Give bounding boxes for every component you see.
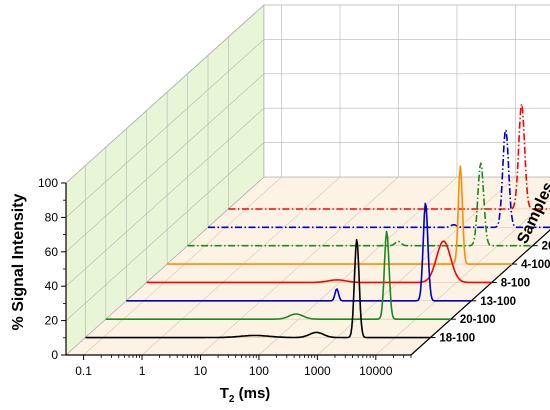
x-axis-title-sub: 2 xyxy=(229,394,235,405)
series-line-8-50 xyxy=(228,103,550,210)
sample-label-20-100: 20-100 xyxy=(460,314,496,326)
series-group xyxy=(85,103,550,339)
grid-line-wall-horizontal xyxy=(65,176,265,356)
x-tick-label: 10 xyxy=(194,364,208,378)
y-tick-label: 0 xyxy=(51,348,58,362)
sample-label-13-100: 13-100 xyxy=(480,296,516,308)
y-tick-label: 60 xyxy=(45,245,59,259)
sample-label-18-100: 18-100 xyxy=(439,333,475,345)
y-tick-label: 40 xyxy=(45,279,59,293)
y-tick-label: 80 xyxy=(45,210,59,224)
y-axis-title: % Signal Intensity xyxy=(10,193,27,330)
x-tick-label: 0.1 xyxy=(75,364,92,378)
grid-line-wall-horizontal xyxy=(65,39,265,218)
x-tick-label: 100 xyxy=(249,364,269,378)
grid-line-wall-horizontal xyxy=(65,142,265,321)
x-axis-title: T2 (ms) xyxy=(220,385,271,405)
y-tick-label: 100 xyxy=(38,176,58,190)
z-axis-line xyxy=(410,229,550,356)
sample-label-8-100: 8-100 xyxy=(501,277,530,289)
x-tick-label: 1000 xyxy=(304,364,331,378)
y-tick-label: 20 xyxy=(45,314,59,328)
sample-label-20-50: 20-50 xyxy=(542,241,550,253)
x-tick-label: 1 xyxy=(139,364,146,378)
y-ticks: 0 20 40 60 80 100 xyxy=(38,176,66,362)
grid-line-floor-depth xyxy=(141,176,341,356)
x-axis-title-unit: (ms) xyxy=(234,385,270,402)
series-line-20-50 xyxy=(187,162,533,247)
sample-labels: 8-5013-5020-504-1008-10013-10020-10018-1… xyxy=(430,241,550,345)
x-ticks: 0.1 1 10 100 1000 10000 xyxy=(75,355,412,378)
grid-line-floor-depth xyxy=(375,198,550,356)
x-tick-label: 10000 xyxy=(359,364,393,378)
grid-line-floor-depth xyxy=(317,176,516,356)
grid-line-wall-horizontal xyxy=(65,73,265,253)
x-axis-title-main: T xyxy=(220,385,229,402)
grid-line-floor-depth xyxy=(200,176,399,356)
grid-line-floor-depth xyxy=(83,176,282,356)
series-line-13-100 xyxy=(126,202,472,302)
sample-label-4-100: 4-100 xyxy=(521,259,550,271)
grid-line-wall-horizontal xyxy=(65,4,265,184)
series-line-18-100 xyxy=(85,239,431,339)
series-line-4-100 xyxy=(167,165,513,265)
series-line-8-100 xyxy=(146,240,492,284)
grid-line-wall-horizontal xyxy=(65,107,265,287)
series-line-20-100 xyxy=(105,230,451,321)
series-line-13-50 xyxy=(208,129,550,229)
